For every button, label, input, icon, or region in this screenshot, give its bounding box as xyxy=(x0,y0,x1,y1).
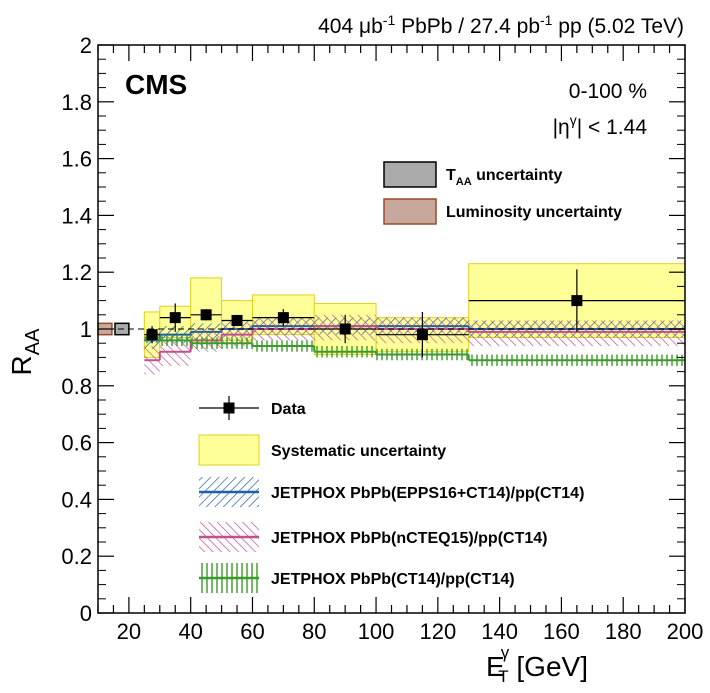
x-tick-label: 100 xyxy=(358,619,395,644)
legend-label: JETPHOX PbPb(EPPS16+CT14)/pp(CT14) xyxy=(271,485,584,502)
data-point xyxy=(416,329,428,341)
data-point xyxy=(231,314,243,326)
data-point xyxy=(169,312,181,324)
data-point xyxy=(277,312,289,324)
y-tick-label: 0.8 xyxy=(61,374,92,399)
legend-uncertainty: TAA uncertainty Luminosity uncertainty xyxy=(383,161,622,225)
x-tick-label: 120 xyxy=(419,619,456,644)
axis-ticks: 0 0.2 0.4 0.6 0.8 1 1.2 1.4 1.6 1.8 2 20 40 60 80 100 12… xyxy=(61,33,703,644)
y-tick-label: 0.2 xyxy=(61,544,92,569)
y-tick-label: 2 xyxy=(80,33,92,58)
data-point xyxy=(571,295,583,307)
legend-label: JETPHOX PbPb(nCTEQ15)/pp(CT14) xyxy=(271,530,547,547)
legend-label: Systematic uncertainty xyxy=(271,443,446,460)
legend-label: Luminosity uncertainty xyxy=(446,204,622,221)
legend-label: JETPHOX PbPb(CT14)/pp(CT14) xyxy=(271,571,515,588)
x-tick-label: 40 xyxy=(178,619,202,644)
legend-swatch-taa xyxy=(383,161,437,188)
x-tick-label: 140 xyxy=(481,619,518,644)
y-tick-label: 0.4 xyxy=(61,487,92,512)
data-point xyxy=(200,309,212,321)
x-tick-label: 200 xyxy=(667,619,704,644)
y-tick-label: 1.6 xyxy=(61,147,92,172)
y-tick-label: 1.4 xyxy=(61,203,92,228)
y-tick-label: 1 xyxy=(80,317,92,342)
data-point xyxy=(339,323,351,335)
x-axis-title: Eγ T [GeV] xyxy=(486,643,588,686)
legend-swatch-data-marker xyxy=(223,402,235,414)
x-tick-label: 180 xyxy=(605,619,642,644)
legend-swatch-luminosity xyxy=(383,198,437,225)
x-tick-label: 60 xyxy=(240,619,264,644)
x-tick-label: 160 xyxy=(543,619,580,644)
legend-swatch-systematic xyxy=(198,434,260,466)
y-tick-label: 0 xyxy=(80,601,92,626)
legend-main: Data Systematic uncertainty JETPHOX PbPb(E… xyxy=(198,396,584,593)
y-tick-label: 1.2 xyxy=(61,260,92,285)
centrality-label: 0-100 % xyxy=(569,80,647,103)
luminosity-header: 404 μb-1 PbPb / 27.4 pb-1 pp (5.02 TeV) xyxy=(318,12,684,38)
y-axis-title: RAA xyxy=(6,328,44,376)
y-tick-label: 0.6 xyxy=(61,431,92,456)
data-points xyxy=(144,269,685,358)
y-tick-label: 1.8 xyxy=(61,90,92,115)
data-point xyxy=(146,329,158,341)
x-tick-label: 80 xyxy=(302,619,326,644)
legend-label: Data xyxy=(271,401,306,418)
experiment-label: CMS xyxy=(125,69,187,100)
legend-label: TAA uncertainty xyxy=(446,167,562,188)
eta-cut-label: |ηγ| < 1.44 xyxy=(553,112,648,139)
x-tick-label: 20 xyxy=(117,619,141,644)
